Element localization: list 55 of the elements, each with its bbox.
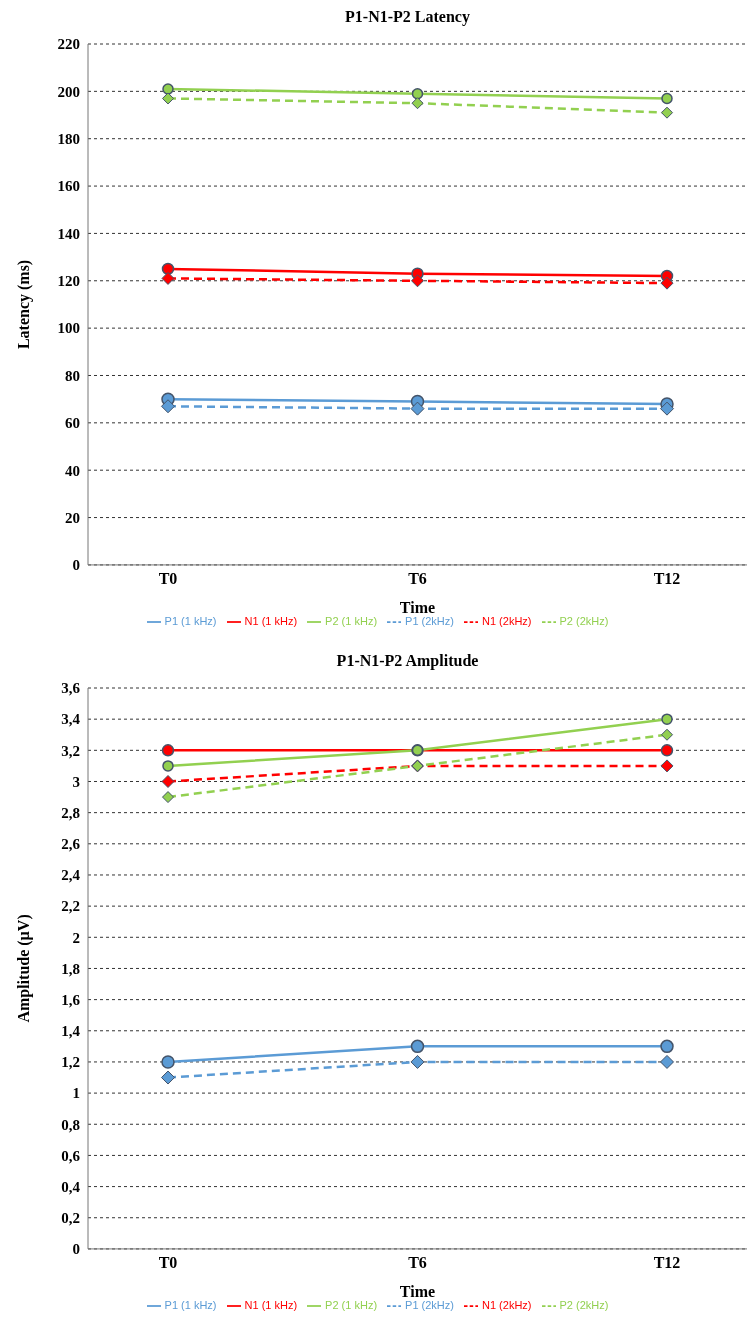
y-tick-label: 1 [72, 1085, 80, 1102]
x-axis-title: Time [399, 1282, 436, 1300]
y-tick-label: 2,2 [61, 898, 80, 915]
y-tick-label: 3,2 [61, 742, 80, 759]
chart-title: P1-N1-P2 Amplitude [335, 652, 480, 672]
y-tick-label: 2 [72, 929, 80, 946]
y-tick-label: 1,4 [61, 1023, 81, 1040]
legend-label: N1 (2kHz) [481, 614, 532, 627]
y-tick-label: 1,8 [61, 960, 80, 977]
y-tick-label: 20 [65, 509, 80, 526]
y-tick-label: 60 [65, 415, 80, 432]
legend-label: P2 (1 kHz) [325, 1298, 378, 1311]
y-tick-label: 2,6 [61, 836, 81, 853]
y-tick-label: 40 [65, 462, 80, 479]
y-tick-label: 220 [57, 36, 80, 53]
legend-label: P2 (2kHz) [559, 614, 609, 627]
x-tick-label: T0 [158, 570, 178, 588]
legend-label: P1 (1 kHz) [164, 1298, 217, 1311]
legend-label: N1 (2kHz) [481, 1298, 532, 1311]
y-axis-title: Amplitude (µV) [14, 914, 33, 1023]
legend-label: P1 (2kHz) [405, 614, 454, 627]
y-tick-label: 0,6 [61, 1147, 81, 1164]
y-tick-label: 180 [57, 131, 80, 148]
legend-label: P1 (2kHz) [405, 1298, 454, 1311]
y-tick-label: 100 [57, 320, 80, 337]
y-tick-label: 160 [57, 178, 80, 195]
legend-label: P2 (1 kHz) [325, 614, 378, 627]
y-tick-label: 3,6 [61, 680, 81, 697]
y-tick-label: 140 [57, 225, 80, 242]
x-tick-label: T6 [408, 570, 427, 588]
x-tick-label: T12 [653, 570, 681, 588]
x-axis-title: Time [399, 598, 436, 616]
x-tick-label: T6 [408, 1254, 427, 1272]
x-tick-label: T12 [653, 1254, 681, 1272]
y-axis-title: Latency (ms) [14, 259, 33, 350]
legend-label: N1 (1 kHz) [244, 1298, 298, 1311]
y-tick-label: 0,2 [61, 1210, 80, 1227]
legend-label: N1 (1 kHz) [244, 614, 298, 627]
y-tick-label: 1,2 [61, 1054, 80, 1071]
y-tick-label: 80 [65, 367, 80, 384]
y-tick-label: 1,6 [61, 991, 81, 1008]
y-tick-label: 0 [72, 557, 80, 574]
x-tick-label: T0 [158, 1254, 178, 1272]
legend-label: P1 (1 kHz) [164, 614, 217, 627]
y-tick-label: 3,4 [61, 711, 81, 728]
y-tick-label: 3 [72, 773, 80, 790]
y-tick-label: 120 [57, 273, 80, 290]
chart-title: P1-N1-P2 Latency [344, 8, 471, 28]
y-tick-label: 0 [72, 1241, 80, 1258]
y-tick-label: 2,4 [61, 867, 81, 884]
y-tick-label: 0,4 [61, 1178, 81, 1195]
y-tick-label: 2,8 [61, 804, 80, 821]
y-tick-label: 0,8 [61, 1116, 80, 1133]
y-tick-label: 200 [57, 83, 80, 100]
legend-label: P2 (2kHz) [559, 1298, 609, 1311]
